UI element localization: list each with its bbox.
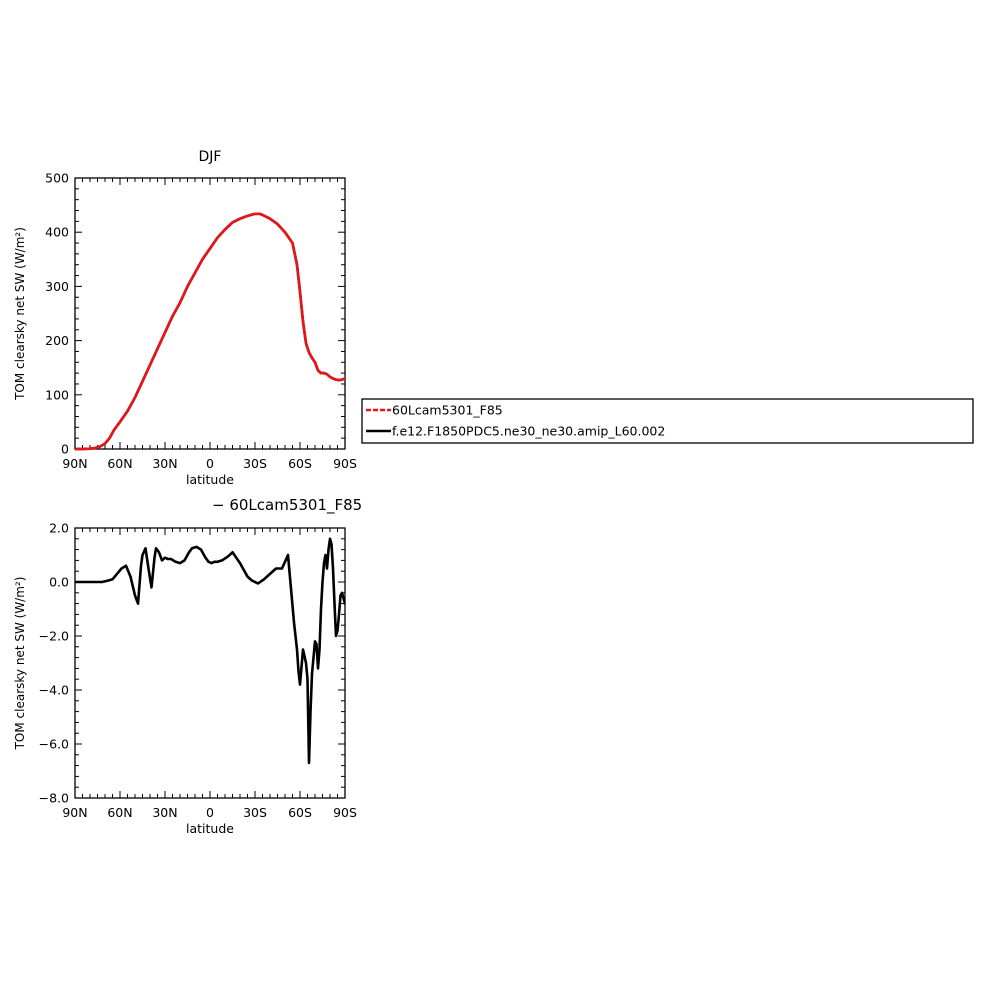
y-axis-label: TOM clearsky net SW (W/m²) [13, 227, 27, 401]
x-tick-label: 30S [243, 456, 267, 471]
x-tick-label: 30S [243, 805, 267, 820]
y-tick-label: 100 [45, 387, 69, 402]
x-tick-label: 30N [152, 456, 177, 471]
y-tick-label: −8.0 [39, 791, 69, 806]
y-tick-label: 400 [45, 225, 69, 240]
bottom-panel: 90N 60N 30N 0 30S 60S 90S −8.0 −6.0 −4.0 −2.0 0.0 2.… [13, 496, 362, 836]
panel-title: − 60Lcam5301_F85 [212, 496, 362, 515]
y-tick-label: 0.0 [49, 575, 69, 590]
x-tick-label: 90N [62, 456, 87, 471]
y-tick-label: −4.0 [39, 683, 69, 698]
top-panel: 90N 60N 30N 0 30S 60S 90S 0 100 200 300 400 500 latit… [13, 149, 357, 487]
x-tick-label: 90N [62, 805, 87, 820]
y-tick-label: 200 [45, 333, 69, 348]
y-tick-label: 0 [61, 442, 69, 457]
x-axis-label: latitude [186, 821, 234, 836]
panel-title: DJF [199, 149, 222, 165]
x-tick-label: 0 [206, 805, 214, 820]
x-tick-label: 90S [333, 805, 357, 820]
plot-frame [74, 177, 346, 450]
x-axis-label: latitude [186, 472, 234, 487]
y-tick-label: 300 [45, 279, 69, 294]
x-tick-label: 60N [107, 456, 132, 471]
x-tick-label: 30N [152, 805, 177, 820]
legend-label: f.e12.F1850PDC5.ne30_ne30.amip_L60.002 [392, 424, 665, 439]
series-line [75, 212, 345, 451]
legend-label: 60Lcam5301_F85 [392, 403, 503, 418]
series-line [75, 537, 345, 765]
y-axis-label: TOM clearsky net SW (W/m²) [13, 577, 27, 751]
y-tick-label: −6.0 [39, 737, 69, 752]
legend-box [361, 398, 974, 444]
x-tick-label: 60N [107, 805, 132, 820]
x-tick-label: 60S [288, 456, 312, 471]
x-tick-label: 0 [206, 456, 214, 471]
x-tick-label: 60S [288, 805, 312, 820]
y-tick-label: 2.0 [49, 521, 69, 536]
x-tick-label: 90S [333, 456, 357, 471]
y-tick-label: −2.0 [39, 629, 69, 644]
plot-frame [74, 527, 346, 799]
y-tick-label: 500 [45, 171, 69, 186]
legend: 60Lcam5301_F85 f.e12.F1850PDC5.ne30_ne30.… [361, 398, 974, 444]
